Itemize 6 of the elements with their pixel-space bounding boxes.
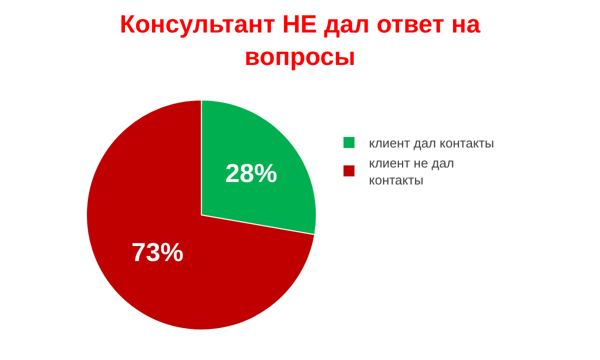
chart-title: Консультант НЕ дал ответ на вопросы [120,10,482,71]
pie-slice [86,100,316,330]
legend-label: клиент не дал контакты [369,156,454,188]
data-label: 28% [225,158,278,188]
data-label: 73% [131,237,184,268]
legend-label: клиент дал контакты [369,136,494,151]
